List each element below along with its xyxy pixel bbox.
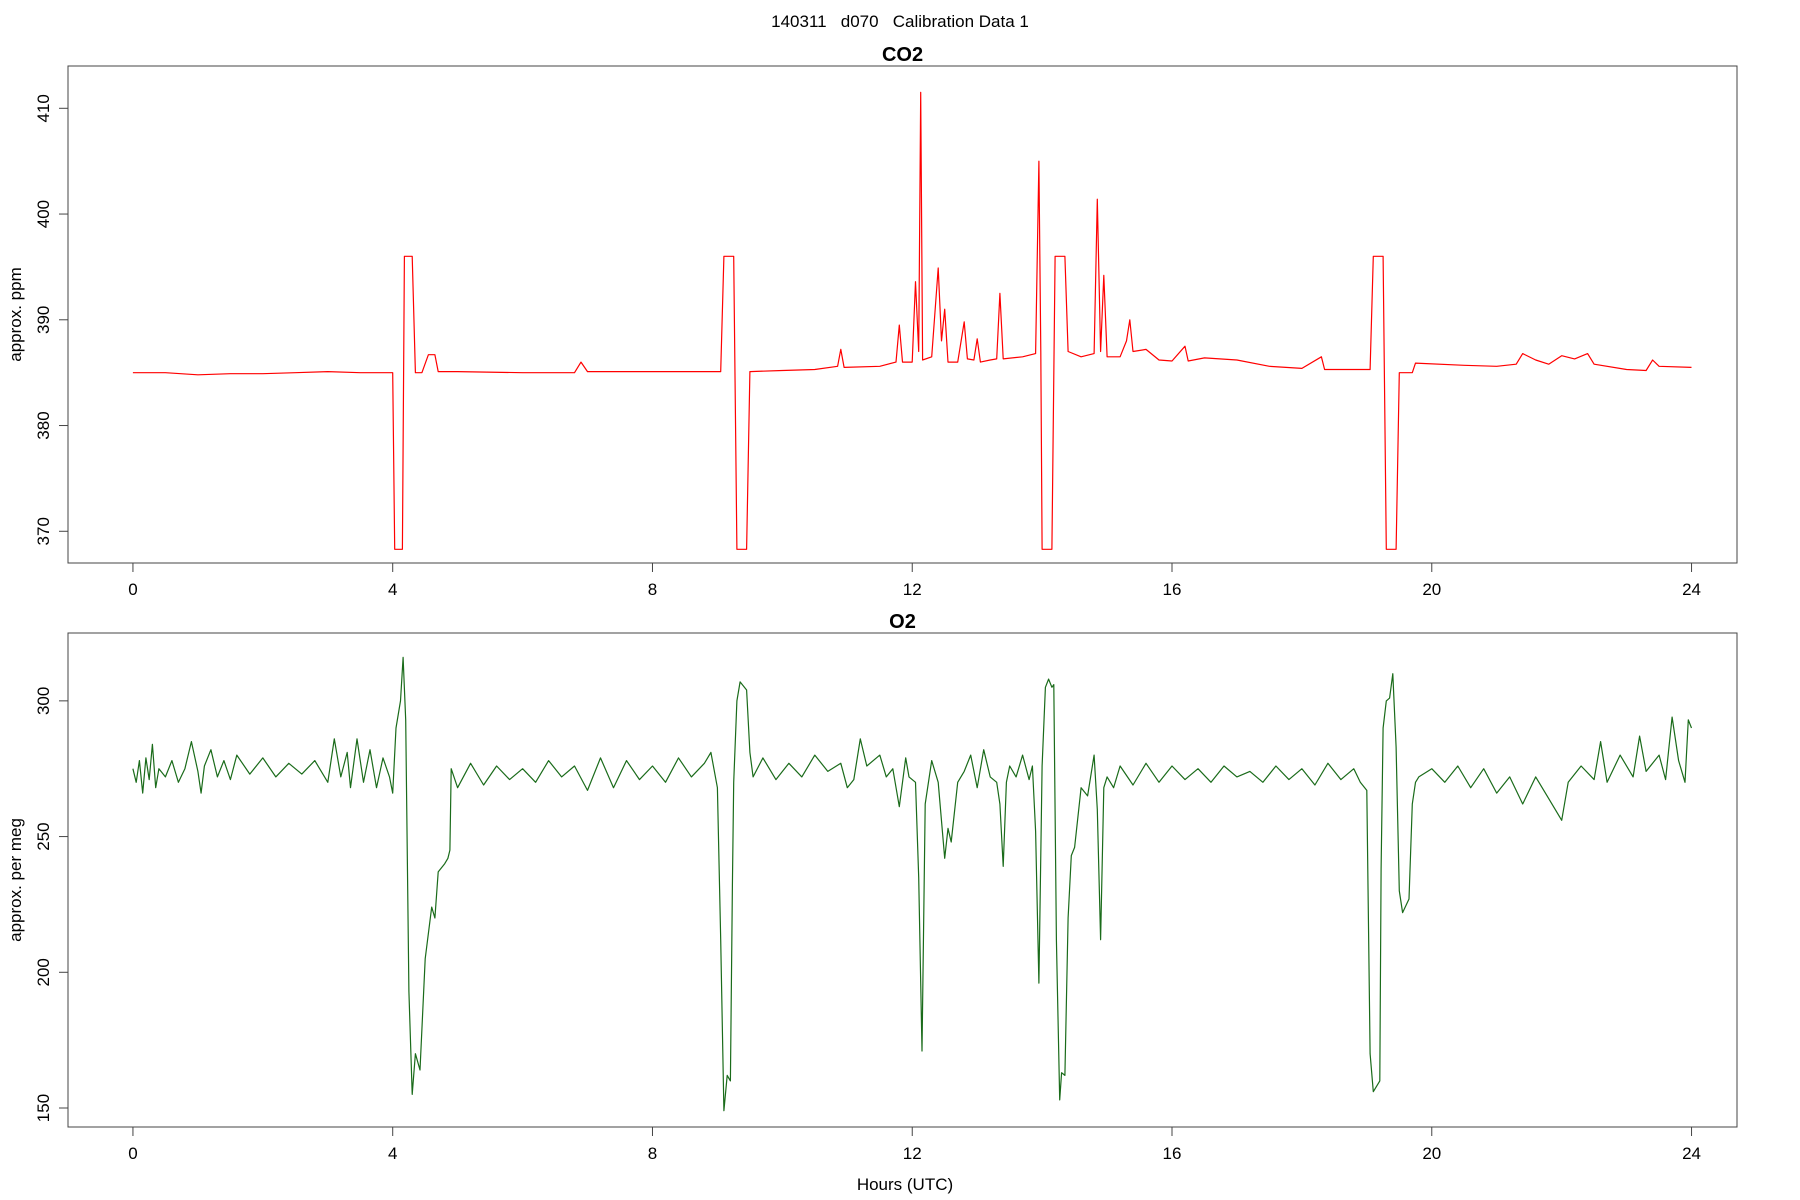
co2-plot-frame [67,65,1738,564]
co2-series-line [132,91,1692,550]
o2-x-tick-label: 16 [1163,1144,1182,1163]
co2-x-tick-label: 16 [1163,580,1182,599]
co2-y-axis-label: approx. ppm [6,267,25,362]
o2-chart-title: O2 [889,611,916,633]
co2-panel: CO2 approx. ppm 0 4 8 12 16 20 24 370 380 390 400 410 [6,44,1738,599]
o2-y-axis-label: approx. per meg [6,818,25,942]
co2-y-tick-label: 410 [34,94,53,122]
co2-x-tick-label: 24 [1682,580,1701,599]
x-axis-label: Hours (UTC) [857,1175,953,1194]
o2-plot-frame [67,632,1738,1128]
co2-y-tick-label: 380 [34,411,53,439]
co2-y-tick-label: 400 [34,200,53,228]
o2-x-tick-label: 12 [903,1144,922,1163]
o2-x-tick-label: 24 [1682,1144,1701,1163]
o2-y-tick-label: 200 [34,958,53,986]
co2-x-tick-label: 20 [1422,580,1441,599]
co2-x-tick-label: 4 [388,580,397,599]
co2-chart-title: CO2 [882,44,923,66]
o2-y-tick-label: 250 [34,822,53,850]
o2-y-tick-label: 150 [34,1094,53,1122]
co2-y-tick-label: 370 [34,517,53,545]
o2-x-tick-label: 0 [128,1144,137,1163]
o2-x-tick-label: 4 [388,1144,397,1163]
co2-x-tick-label: 8 [648,580,657,599]
o2-series-line [132,656,1693,1112]
o2-x-tick-label: 20 [1422,1144,1441,1163]
co2-x-tick-label: 0 [128,580,137,599]
o2-y-tick-label: 300 [34,687,53,715]
co2-x-tick-label: 12 [903,580,922,599]
figure-suptitle: 140311 d070 Calibration Data 1 [771,12,1029,31]
co2-y-tick-label: 390 [34,306,53,334]
o2-x-tick-label: 8 [648,1144,657,1163]
o2-panel: O2 approx. per meg 0 4 8 12 16 20 24 150 200 250 300 [6,611,1738,1163]
